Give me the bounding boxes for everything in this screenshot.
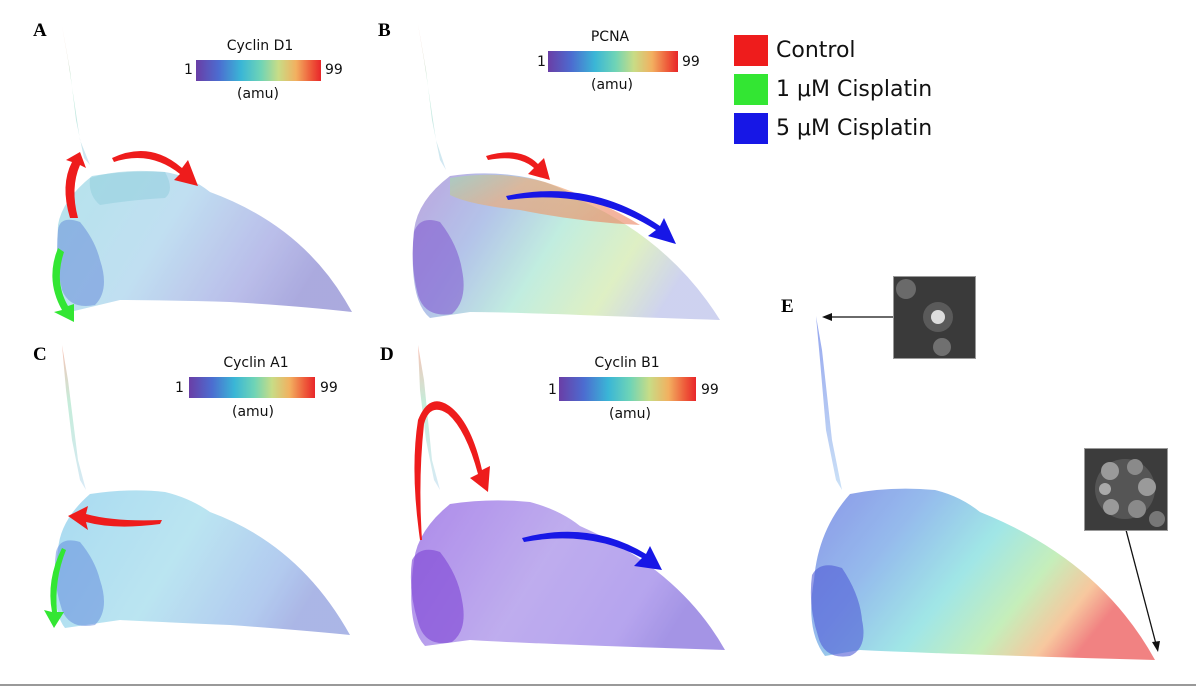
colorbar-unit: (amu): [590, 77, 634, 93]
scatter-cloud-e: [810, 316, 1155, 660]
curved-arrow-icon: [44, 150, 676, 628]
legend-label: Control: [776, 38, 856, 63]
scatter-cloud-a: [57, 26, 352, 312]
panel-letter-b: B: [378, 20, 391, 41]
colorbar-max: 99: [320, 380, 338, 396]
colorbar-min: 1: [537, 54, 546, 70]
scatter-cloud-d: [410, 345, 725, 650]
scatter-cloud-b: [412, 24, 720, 320]
colorbar-max: 99: [682, 54, 700, 70]
legend-item-1um: 1 μM Cisplatin: [734, 74, 932, 105]
colorbar-title: Cyclin B1: [594, 355, 660, 371]
legend-swatch: [734, 35, 768, 66]
colorbar-gradient: [196, 60, 321, 81]
panel-letter-a: A: [33, 20, 47, 41]
legend-swatch: [734, 74, 768, 105]
legend-label: 1 μM Cisplatin: [776, 77, 933, 102]
legend-label: 5 μM Cisplatin: [776, 116, 933, 141]
colorbar-title: PCNA: [590, 29, 630, 45]
panel-letter-d: D: [380, 344, 394, 365]
legend-item-control: Control: [734, 35, 856, 66]
colorbar-min: 1: [175, 380, 184, 396]
cell-micrograph-icon: [893, 276, 976, 359]
colorbar-gradient: [548, 51, 678, 72]
cell-micrograph-icon: [1084, 448, 1168, 531]
legend-item-5um: 5 μM Cisplatin: [734, 113, 932, 144]
colorbar-min: 1: [184, 62, 193, 78]
colorbar-title: Cyclin D1: [226, 38, 294, 54]
colorbar-unit: (amu): [608, 406, 652, 422]
legend-swatch: [734, 113, 768, 144]
panel-letter-c: C: [33, 344, 47, 365]
scatter-cloud-c: [54, 345, 350, 635]
pointer-arrows: [822, 313, 1160, 652]
colorbar-gradient: [559, 377, 696, 401]
colorbar-max: 99: [325, 62, 343, 78]
bottom-rule: [0, 684, 1196, 686]
colorbar-min: 1: [548, 382, 557, 398]
colorbar-max: 99: [701, 382, 719, 398]
colorbar-title: Cyclin A1: [223, 355, 289, 371]
colorbar-gradient: [189, 377, 315, 398]
panel-letter-e: E: [781, 296, 794, 317]
colorbar-unit: (amu): [231, 404, 275, 420]
colorbar-unit: (amu): [236, 86, 280, 102]
